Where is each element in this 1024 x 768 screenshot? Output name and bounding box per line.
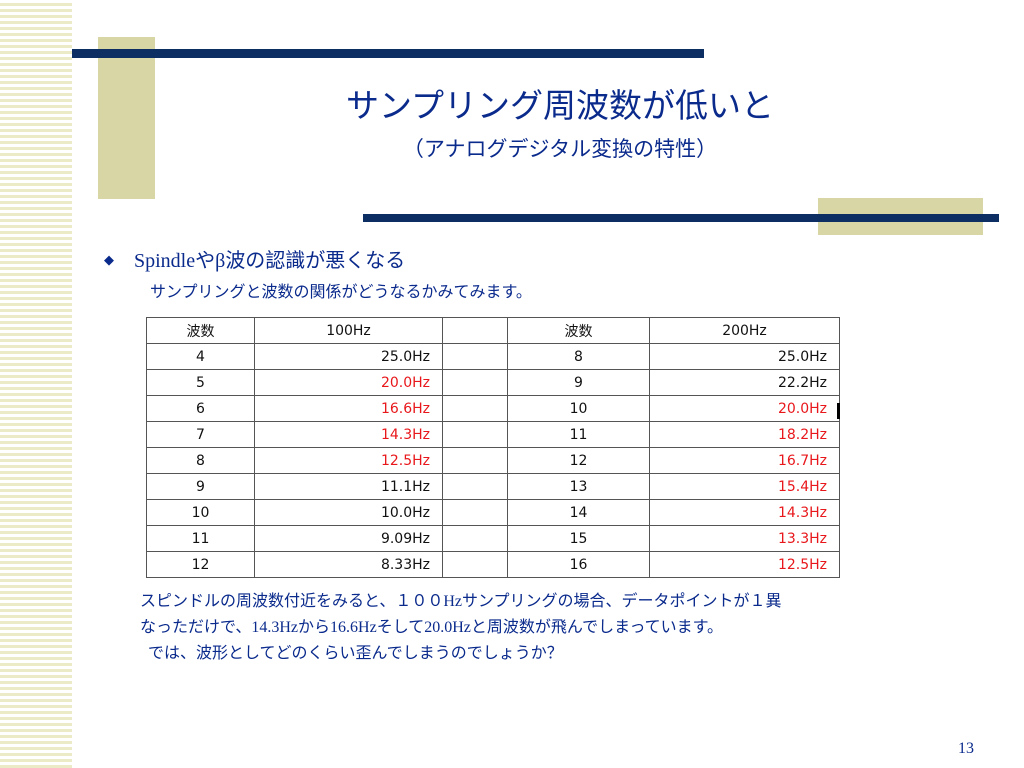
diamond-bullet-icon: ◆ [104, 253, 114, 268]
bullet-connector: や [195, 248, 216, 272]
line2-text-b: から [298, 617, 331, 636]
striped-side-border [0, 0, 72, 768]
table-edge-mark [837, 403, 840, 419]
table-row: 7 14.3Hz 11 18.2Hz [146, 421, 840, 448]
freq-200hz-cell: 14.3Hz [649, 499, 840, 526]
line2-text-c: そして [376, 617, 425, 636]
bullet-subtext: サンプリングと波数の関係がどうなるかみてみます。 [150, 282, 532, 301]
spacer-cell [442, 499, 508, 526]
slide-subtitle: （アナログデジタル変換の特性） [402, 137, 718, 161]
bullet-beta: β [215, 250, 226, 272]
wave-count-100-cell: 12 [146, 551, 255, 578]
line1-text-b: サンプリングの場合、データポイントが１異 [462, 591, 782, 610]
freq-200hz-cell: 15.4Hz [649, 473, 840, 500]
bullet-point: ◆ Spindleやβ波の認識が悪くなる [104, 246, 405, 275]
wave-count-200-cell: 15 [507, 525, 650, 552]
freq-200hz-cell: 18.2Hz [649, 421, 840, 448]
line2-value-1: 14.3Hz [251, 619, 299, 636]
spacer-cell [442, 343, 508, 370]
slide-title: サンプリング周波数が低いと [345, 86, 774, 125]
freq-200hz-cell: 12.5Hz [649, 551, 840, 578]
freq-100hz-cell: 8.33Hz [254, 551, 443, 578]
freq-100hz-cell: 12.5Hz [254, 447, 443, 474]
table-row: 12 8.33Hz 16 12.5Hz [146, 551, 840, 578]
title-accent-block [98, 37, 155, 199]
line2-text-a: なっただけで、 [140, 617, 252, 636]
freq-100hz-cell: 10.0Hz [254, 499, 443, 526]
freq-200hz-cell: 13.3Hz [649, 525, 840, 552]
freq-200hz-cell: 25.0Hz [649, 343, 840, 370]
wave-count-200-cell: 11 [507, 421, 650, 448]
wave-count-100-cell: 5 [146, 369, 255, 396]
line2-value-2: 16.6Hz [330, 619, 377, 636]
table-header-row: 波数 100Hz 波数 200Hz [146, 317, 840, 344]
spacer-cell [442, 369, 508, 396]
freq-200hz-cell: 20.0Hz [649, 395, 840, 422]
wave-count-200-cell: 9 [507, 369, 650, 396]
freq-100hz-cell: 14.3Hz [254, 421, 443, 448]
table-row: 4 25.0Hz 8 25.0Hz [146, 343, 840, 370]
paragraph-line-1: スピンドルの周波数付近をみると、１００Hzサンプリングの場合、データポイントが１… [140, 588, 960, 614]
wave-count-100-cell: 9 [146, 473, 255, 500]
header-wave-count-1: 波数 [146, 317, 255, 344]
wave-count-200-cell: 14 [507, 499, 650, 526]
freq-100hz-cell: 16.6Hz [254, 395, 443, 422]
spacer-cell [442, 525, 508, 552]
line1-hz: Hz [443, 593, 463, 610]
wave-count-100-cell: 6 [146, 395, 255, 422]
spacer-cell [442, 473, 508, 500]
table-row: 10 10.0Hz 14 14.3Hz [146, 499, 840, 526]
wave-count-200-cell: 16 [507, 551, 650, 578]
wave-count-100-cell: 10 [146, 499, 255, 526]
freq-200hz-cell: 16.7Hz [649, 447, 840, 474]
spacer-cell [442, 447, 508, 474]
wave-count-100-cell: 8 [146, 447, 255, 474]
frequency-table: 波数 100Hz 波数 200Hz 4 25.0Hz 8 25.0Hz 5 20.0Hz 9… [146, 317, 840, 578]
bottom-rule [363, 214, 999, 222]
freq-100hz-cell: 25.0Hz [254, 343, 443, 370]
spacer-cell [442, 395, 508, 422]
wave-count-100-cell: 11 [146, 525, 255, 552]
wave-count-100-cell: 7 [146, 421, 255, 448]
freq-100hz-cell: 20.0Hz [254, 369, 443, 396]
wave-count-200-cell: 13 [507, 473, 650, 500]
header-200hz: 200Hz [649, 317, 840, 344]
wave-count-200-cell: 12 [507, 447, 650, 474]
table-row: 8 12.5Hz 12 16.7Hz [146, 447, 840, 474]
freq-200hz-cell: 22.2Hz [649, 369, 840, 396]
freq-100hz-cell: 9.09Hz [254, 525, 443, 552]
top-rule [72, 49, 704, 58]
header-wave-count-2: 波数 [507, 317, 650, 344]
wave-count-100-cell: 4 [146, 343, 255, 370]
bullet-spindle: Spindle [134, 250, 196, 272]
line2-text-d: と周波数が飛んでしまっています。 [470, 617, 724, 636]
bullet-text: 波の認識が悪くなる [225, 248, 406, 272]
table-row: 5 20.0Hz 9 22.2Hz [146, 369, 840, 396]
table-row: 9 11.1Hz 13 15.4Hz [146, 473, 840, 500]
line1-text-a: スピンドルの周波数付近をみると、１００ [140, 591, 444, 610]
explanation-paragraph: スピンドルの周波数付近をみると、１００Hzサンプリングの場合、データポイントが１… [140, 588, 960, 665]
page-number: 13 [958, 740, 974, 757]
wave-count-200-cell: 8 [507, 343, 650, 370]
freq-100hz-cell: 11.1Hz [254, 473, 443, 500]
line2-value-3: 20.0Hz [424, 619, 471, 636]
header-empty [442, 317, 508, 344]
paragraph-line-3: では、波形としてどのくらい歪んでしまうのでしょうか？ [148, 643, 563, 662]
spacer-cell [442, 421, 508, 448]
wave-count-200-cell: 10 [507, 395, 650, 422]
spacer-cell [442, 551, 508, 578]
header-100hz: 100Hz [254, 317, 443, 344]
table-row: 6 16.6Hz 10 20.0Hz [146, 395, 840, 422]
paragraph-line-2: なっただけで、14.3Hzから16.6Hzそして20.0Hzと周波数が飛んでしま… [140, 614, 960, 640]
table-row: 11 9.09Hz 15 13.3Hz [146, 525, 840, 552]
